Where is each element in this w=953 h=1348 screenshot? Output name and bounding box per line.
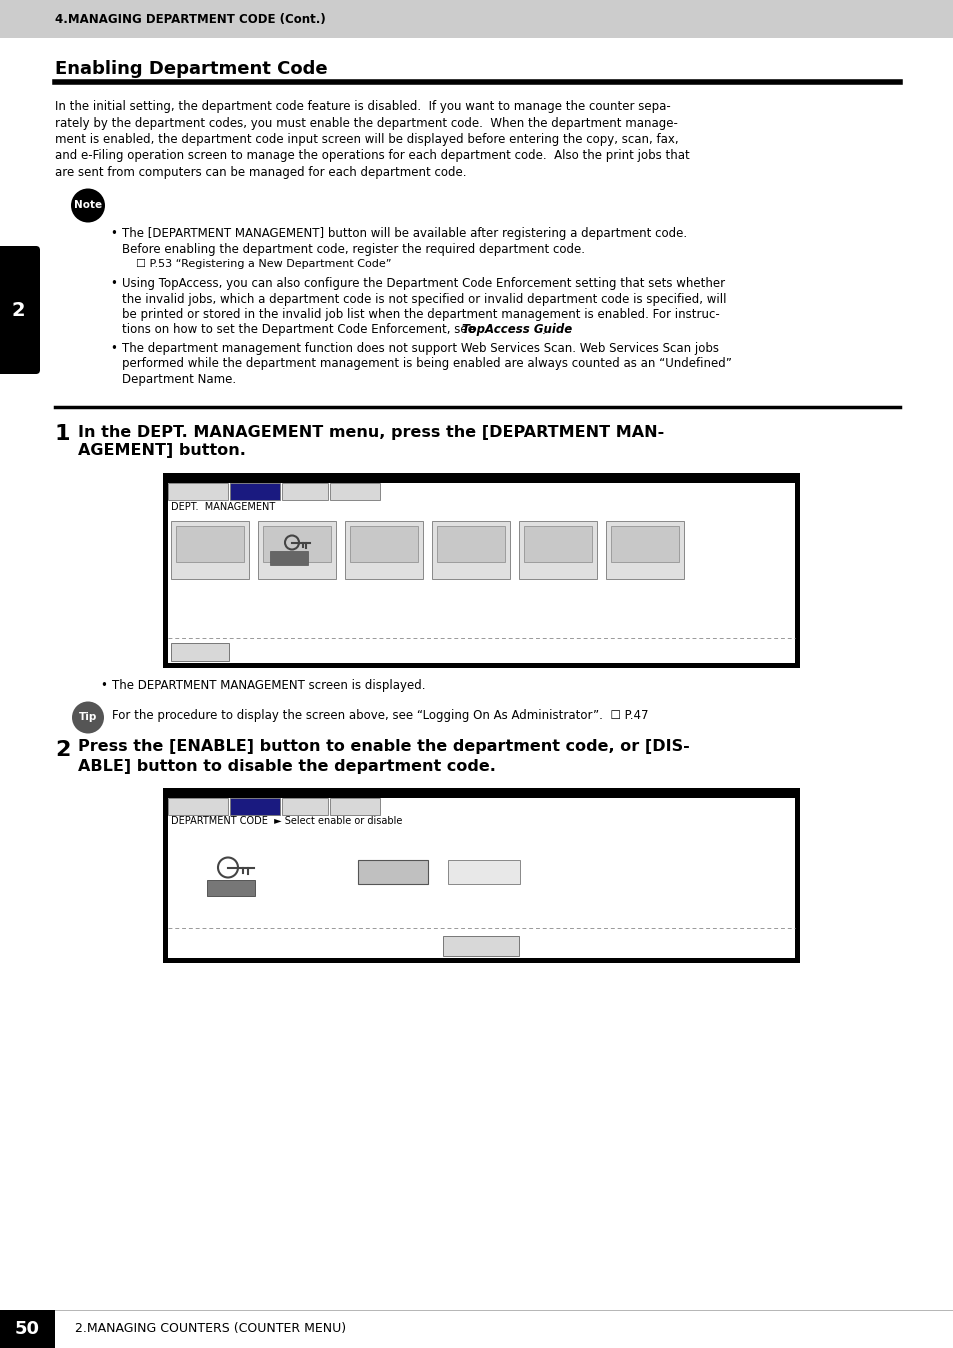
Bar — [282, 483, 328, 500]
Circle shape — [71, 701, 104, 733]
Text: DELETE ALL: DELETE ALL — [450, 565, 491, 570]
Text: USER: USER — [292, 802, 318, 810]
Text: The DEPARTMENT MANAGEMENT screen is displayed.: The DEPARTMENT MANAGEMENT screen is disp… — [112, 679, 425, 693]
FancyBboxPatch shape — [0, 245, 40, 373]
Text: xxxx: xxxx — [220, 883, 241, 892]
Bar — [168, 798, 794, 957]
Bar — [518, 520, 597, 578]
Bar — [175, 526, 244, 562]
Text: 50: 50 — [14, 1320, 39, 1339]
Text: Press the [ENABLE] button to enable the department code, or [DIS-: Press the [ENABLE] button to enable the … — [78, 740, 689, 755]
Text: 2: 2 — [55, 740, 71, 759]
Text: Note: Note — [74, 201, 102, 210]
Text: ABLE] button to disable the department code.: ABLE] button to disable the department c… — [78, 759, 496, 774]
Bar — [436, 526, 504, 562]
Bar — [432, 520, 510, 578]
Text: ALL LIMIT: ALL LIMIT — [628, 565, 660, 570]
Text: ADMIN: ADMIN — [337, 802, 372, 810]
Text: rately by the department codes, you must enable the department code.  When the d: rately by the department codes, you must… — [55, 116, 678, 129]
Text: •: • — [110, 342, 117, 355]
Text: COUNTER: COUNTER — [231, 802, 279, 810]
Text: 2: 2 — [11, 301, 25, 319]
Bar — [263, 526, 331, 562]
Text: performed while the department management is being enabled are always counted as: performed while the department managemen… — [122, 357, 731, 371]
Bar — [270, 550, 308, 565]
Text: 1: 1 — [55, 425, 71, 445]
Text: DEPARTMENT CODE  ► Select enable or disable: DEPARTMENT CODE ► Select enable or disab… — [171, 817, 402, 826]
Text: COUNTER: COUNTER — [231, 487, 279, 496]
Text: DEPT.  MANAGEMENT: DEPT. MANAGEMENT — [171, 501, 275, 511]
Bar — [282, 798, 328, 814]
Text: The department management function does not support Web Services Scan. Web Servi: The department management function does … — [122, 342, 719, 355]
Text: Before enabling the department code, register the required department code.: Before enabling the department code, reg… — [122, 243, 584, 256]
Text: the invalid jobs, which a department code is not specified or invalid department: the invalid jobs, which a department cod… — [122, 293, 726, 306]
Bar — [357, 860, 428, 883]
Text: In the initial setting, the department code feature is disabled.  If you want to: In the initial setting, the department c… — [55, 100, 670, 113]
Text: •: • — [100, 679, 107, 693]
Text: TopAccess Guide: TopAccess Guide — [461, 324, 572, 337]
Bar — [257, 520, 335, 578]
Text: Tip: Tip — [79, 713, 97, 723]
Text: ADDRESS: ADDRESS — [174, 802, 222, 810]
Bar — [168, 483, 794, 662]
Bar — [168, 483, 228, 500]
Text: In the DEPT. MANAGEMENT menu, press the [DEPARTMENT MAN-: In the DEPT. MANAGEMENT menu, press the … — [78, 425, 663, 439]
Text: RETURN: RETURN — [181, 647, 218, 656]
Text: 2.MANAGING COUNTERS (COUNTER MENU): 2.MANAGING COUNTERS (COUNTER MENU) — [75, 1322, 346, 1335]
Text: For the procedure to display the screen above, see “Logging On As Administrator”: For the procedure to display the screen … — [112, 709, 648, 723]
Bar — [610, 526, 679, 562]
Text: tions on how to set the Department Code Enforcement, see: tions on how to set the Department Code … — [122, 324, 478, 337]
Circle shape — [71, 189, 105, 222]
Text: CANCEL: CANCEL — [461, 941, 500, 950]
Text: ment is enabled, the department code input screen will be displayed before enter: ment is enabled, the department code inp… — [55, 133, 678, 146]
Text: ADMIN: ADMIN — [337, 487, 372, 496]
Text: .: . — [541, 324, 545, 337]
Text: are sent from computers can be managed for each department code.: are sent from computers can be managed f… — [55, 166, 466, 179]
Bar — [523, 526, 592, 562]
Bar — [442, 936, 518, 956]
Text: ☐ P.53 “Registering a New Department Code”: ☐ P.53 “Registering a New Department Cod… — [136, 259, 391, 268]
Text: and e-Filing operation screen to manage the operations for each department code.: and e-Filing operation screen to manage … — [55, 150, 689, 163]
Bar — [168, 798, 228, 814]
Text: xxx: xxx — [281, 553, 296, 562]
Bar — [171, 643, 229, 661]
Bar — [163, 473, 800, 667]
Text: The [DEPARTMENT MANAGEMENT] button will be available after registering a departm: The [DEPARTMENT MANAGEMENT] button will … — [122, 228, 686, 240]
Bar — [448, 860, 519, 883]
Text: Department Name.: Department Name. — [122, 373, 236, 386]
Bar — [605, 520, 683, 578]
Text: ENABLE: ENABLE — [370, 867, 416, 876]
Text: PRINT OUT
DEPT. LIST: PRINT OUT DEPT. LIST — [192, 565, 229, 577]
Bar — [330, 798, 379, 814]
Bar — [163, 787, 800, 962]
Bar — [0, 0, 953, 38]
Bar — [230, 798, 280, 814]
Text: DISABLE: DISABLE — [461, 867, 506, 876]
Text: RESET
ALL COUNTERS: RESET ALL COUNTERS — [357, 565, 410, 577]
Text: Using TopAccess, you can also configure the Department Code Enforcement setting : Using TopAccess, you can also configure … — [122, 276, 724, 290]
Bar — [230, 483, 280, 500]
Text: USER: USER — [292, 487, 318, 496]
Text: be printed or stored in the invalid job list when the department management is e: be printed or stored in the invalid job … — [122, 307, 719, 321]
Text: Enabling Department Code: Enabling Department Code — [55, 61, 327, 78]
Text: AGEMENT] button.: AGEMENT] button. — [78, 443, 246, 458]
Text: 4.MANAGING DEPARTMENT CODE (Cont.): 4.MANAGING DEPARTMENT CODE (Cont.) — [55, 13, 325, 26]
Bar — [350, 526, 417, 562]
Bar — [330, 483, 379, 500]
Text: DEPARTMENT
MANAGEMENT: DEPARTMENT MANAGEMENT — [272, 565, 322, 577]
Bar — [0, 1310, 55, 1348]
Text: •: • — [110, 228, 117, 240]
Bar — [345, 520, 422, 578]
Text: ADDRESS: ADDRESS — [174, 487, 222, 496]
Bar — [171, 520, 249, 578]
Text: DEPARTMENT
REGISTRATION: DEPARTMENT REGISTRATION — [532, 565, 583, 577]
Text: •: • — [110, 276, 117, 290]
Bar — [207, 879, 254, 895]
